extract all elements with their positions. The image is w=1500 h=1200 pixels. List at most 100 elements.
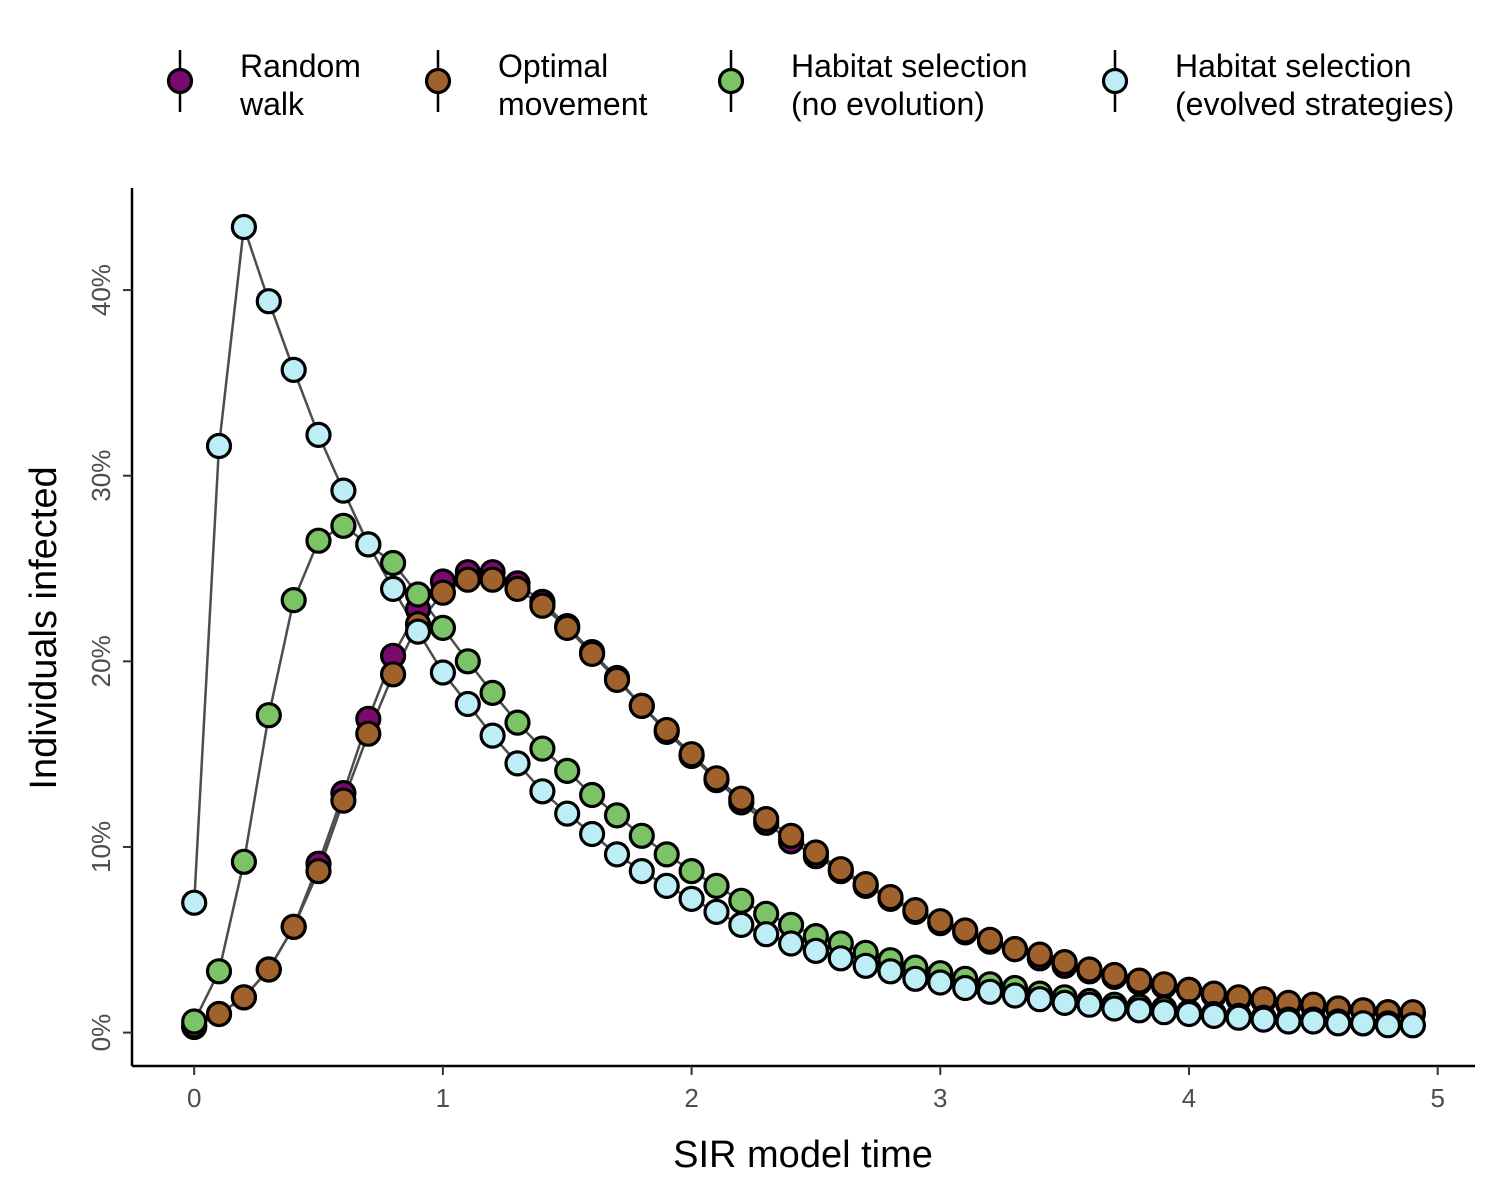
y-axis-title: Individuals infected: [23, 466, 65, 789]
data-point-series-3: [1051, 989, 1078, 1017]
y-tick-label: 20%: [86, 635, 116, 687]
data-point-series-3: [728, 911, 755, 939]
data-point-series-1: [1150, 971, 1178, 998]
legend-key: [424, 67, 452, 95]
data-point-series-2: [479, 679, 506, 707]
data-point-series-1: [305, 857, 332, 885]
series-line-0: [193, 570, 1413, 1029]
data-point-series-1: [454, 566, 481, 593]
data-point-series-2: [678, 857, 705, 885]
data-point-series-2: [529, 735, 556, 762]
data-point-series-2: [305, 527, 332, 554]
data-point-series-3: [927, 969, 954, 996]
data-point-series-3: [703, 898, 730, 926]
data-point-series-3: [1076, 991, 1103, 1018]
data-point-series-3: [305, 421, 332, 448]
x-tick-label: 0: [187, 1083, 201, 1113]
data-point-series-2: [429, 614, 456, 642]
data-point-series-1: [355, 720, 382, 747]
data-point-series-2: [205, 958, 233, 985]
axes: 0 1 2 3 4 5 0% 10% 20% 30% 40%: [86, 188, 1475, 1113]
data-point-series-3: [205, 432, 233, 460]
data-point-series-2: [380, 549, 407, 577]
data-point-series-3: [1225, 1004, 1252, 1031]
x-tick-label: 3: [933, 1083, 947, 1113]
data-point-series-3: [454, 690, 481, 718]
data-point-series-2: [404, 581, 432, 608]
data-point-series-3: [1001, 982, 1029, 1009]
data-point-series-1: [554, 614, 581, 642]
data-point-series-3: [504, 750, 531, 777]
data-point-series-1: [1126, 967, 1153, 994]
data-point-series-1: [1175, 976, 1203, 1004]
legend-key: [1101, 67, 1129, 95]
data-point-series-3: [380, 575, 407, 603]
data-point-series-1: [429, 579, 456, 606]
data-point-series-2: [454, 648, 481, 675]
data-point-series-3: [1374, 1012, 1402, 1039]
data-point-series-1: [330, 787, 357, 814]
data-point-series-3: [479, 722, 506, 749]
data-point-series-1: [777, 822, 805, 849]
data-point-series-3: [1150, 999, 1178, 1026]
data-point-series-3: [1325, 1010, 1352, 1037]
data-point-series-3: [653, 872, 680, 900]
data-point-series-1: [230, 984, 257, 1011]
data-point-series-3: [877, 958, 904, 985]
x-tick-label: 2: [684, 1083, 698, 1113]
x-tick-label: 1: [436, 1083, 450, 1113]
data-point-series-1: [504, 575, 531, 603]
legend-key: [717, 67, 745, 95]
data-point-series-3: [280, 356, 307, 383]
legend-label: movement: [498, 86, 648, 122]
data-point-series-1: [703, 765, 730, 792]
data-point-series-1: [1101, 961, 1128, 989]
data-point-series-2: [330, 512, 357, 539]
data-point-series-3: [952, 974, 979, 1002]
y-tick-label: 30%: [86, 450, 116, 502]
data-point-series-3: [330, 477, 357, 504]
data-point-series-1: [678, 741, 705, 768]
data-point-series-1: [529, 592, 556, 619]
y-tick-label: 0%: [86, 1014, 116, 1052]
legend-label: Habitat selection: [791, 48, 1028, 84]
data-point-series-1: [578, 640, 606, 668]
data-point-series-2: [603, 802, 631, 829]
data-point-series-3: [902, 965, 929, 992]
data-point-series-3: [1399, 1012, 1426, 1039]
data-point-series-3: [529, 778, 556, 805]
legend-label: Random: [240, 48, 361, 84]
data-point-series-3: [181, 889, 208, 916]
data-point-series-1: [1001, 935, 1029, 963]
data-point-series-3: [1026, 986, 1053, 1013]
x-tick-label: 4: [1182, 1083, 1196, 1113]
data-point-series-1: [205, 1000, 233, 1028]
data-point-series-3: [1349, 1010, 1377, 1037]
data-point-series-1: [952, 917, 979, 944]
data-point-series-3: [1200, 1002, 1228, 1030]
data-point-series-3: [852, 952, 879, 979]
legend-label: (no evolution): [791, 86, 985, 122]
data-point-series-1: [802, 839, 830, 866]
legend-label: Habitat selection: [1175, 48, 1412, 84]
data-point-series-2: [280, 586, 307, 614]
data-point-series-2: [181, 1008, 208, 1035]
data-point-series-3: [1175, 1000, 1203, 1028]
data-point-series-3: [404, 618, 432, 645]
data-point-series-2: [255, 702, 282, 729]
data-point-series-1: [902, 896, 929, 924]
data-point-series-1: [380, 661, 407, 688]
data-point-series-3: [578, 820, 606, 848]
data-point-series-3: [802, 937, 830, 965]
legend-key: [166, 67, 194, 95]
data-point-series-3: [628, 857, 655, 885]
data-point-series-2: [578, 781, 606, 809]
y-tick-label: 10%: [86, 821, 116, 873]
data-point-series-1: [628, 692, 655, 720]
data-point-series-3: [1275, 1008, 1302, 1035]
data-point-series-1: [827, 856, 854, 883]
data-point-series-1: [852, 870, 879, 898]
